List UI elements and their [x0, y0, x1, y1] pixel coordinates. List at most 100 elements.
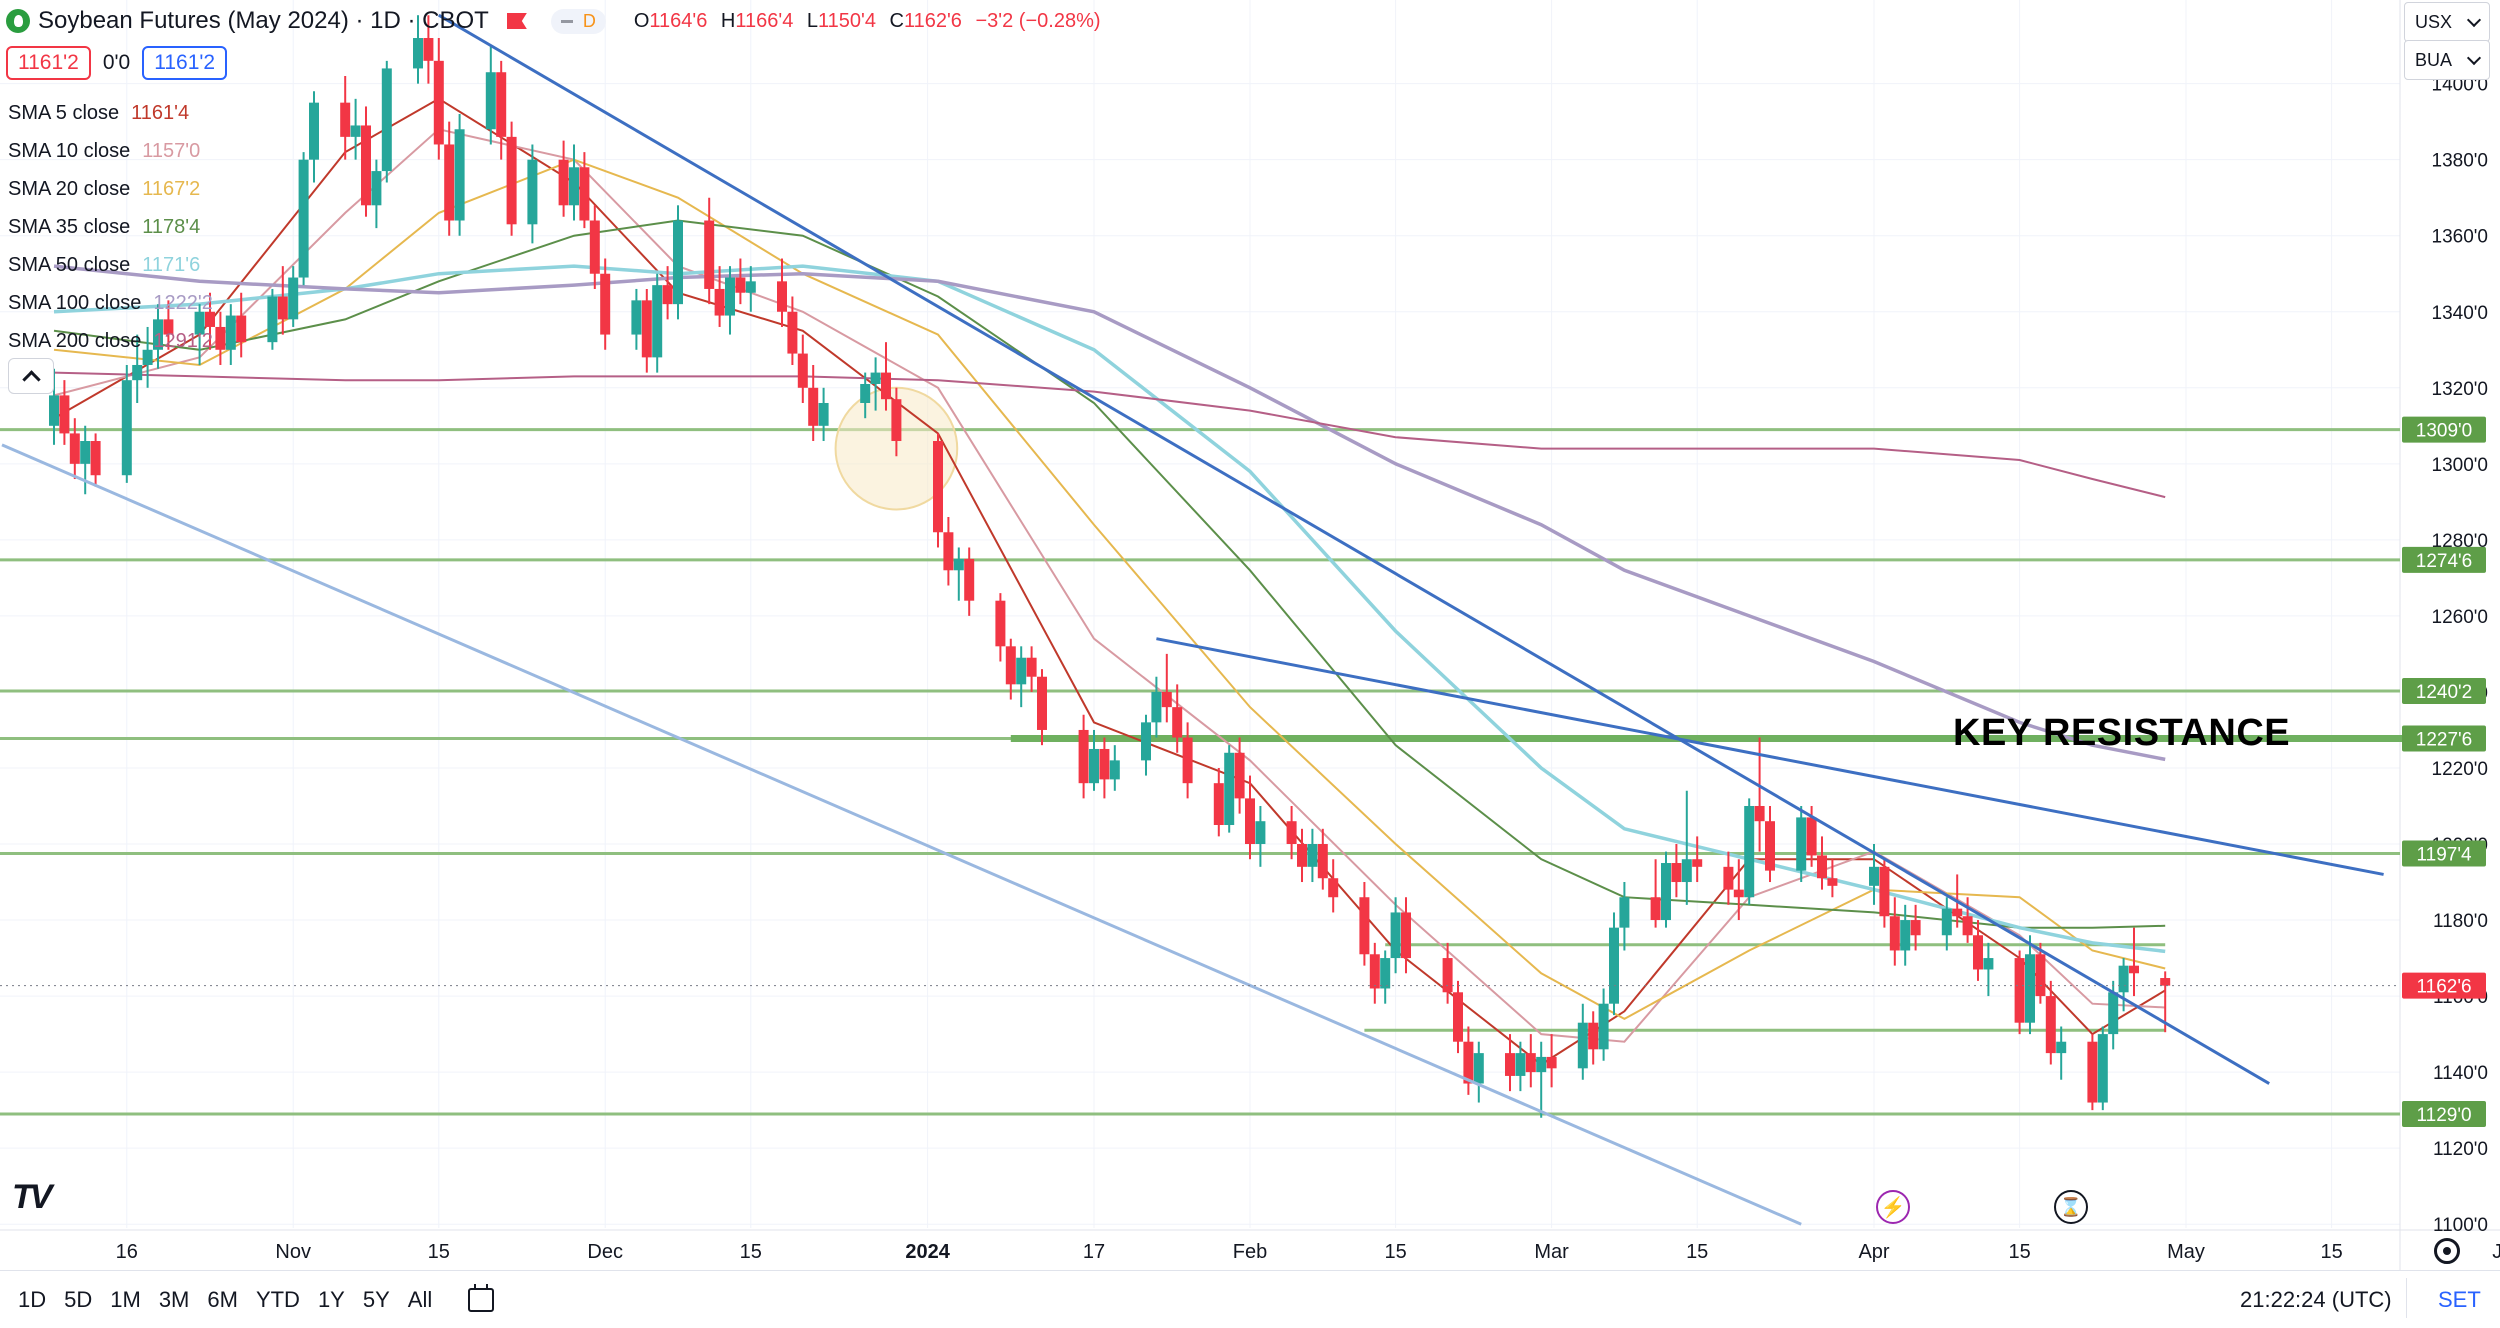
candle-body[interactable]	[1234, 752, 1245, 799]
timeframe-button[interactable]: 5Y	[362, 1286, 390, 1312]
candle-body[interactable]	[1941, 908, 1952, 936]
candle-body[interactable]	[1307, 844, 1318, 867]
candle-body[interactable]	[881, 372, 891, 400]
timeframe-button[interactable]: YTD	[255, 1286, 300, 1312]
candle-body[interactable]	[1037, 676, 1047, 730]
candle-body[interactable]	[1609, 927, 1619, 1004]
timeframe-button[interactable]: All	[407, 1286, 433, 1312]
candle-body[interactable]	[662, 285, 673, 305]
candle-body[interactable]	[704, 220, 715, 289]
interval-pill[interactable]: D	[550, 8, 606, 34]
candle-body[interactable]	[59, 395, 70, 434]
candle-body[interactable]	[641, 300, 652, 358]
candle-body[interactable]	[527, 159, 538, 225]
collapse-legend-button[interactable]	[8, 358, 54, 394]
session-button[interactable]: SET	[2438, 1286, 2481, 1312]
candle-body[interactable]	[808, 387, 819, 426]
candle-body[interactable]	[1723, 866, 1734, 890]
timeframe-button[interactable]: 1D	[18, 1286, 47, 1312]
candle-body[interactable]	[1817, 855, 1827, 879]
candle-body[interactable]	[423, 38, 434, 61]
candle-body[interactable]	[1983, 958, 1994, 970]
trendline[interactable]	[1, 443, 1802, 1226]
timeframe-button[interactable]: 1Y	[317, 1286, 345, 1312]
candle-body[interactable]	[1453, 992, 1463, 1042]
candle-body[interactable]	[1317, 844, 1328, 879]
candle-body[interactable]	[1650, 897, 1661, 921]
bolt-icon[interactable]: ⚡	[1876, 1190, 1910, 1224]
candle-body[interactable]	[1141, 722, 1151, 761]
candle-body[interactable]	[142, 349, 153, 365]
candle-body[interactable]	[1900, 920, 1911, 951]
flag-icon[interactable]	[506, 13, 527, 29]
candle-body[interactable]	[1733, 889, 1744, 898]
candle-body[interactable]	[2129, 965, 2139, 974]
candle-body[interactable]	[1754, 805, 1765, 822]
candle-body[interactable]	[153, 319, 163, 350]
candle-body[interactable]	[1765, 821, 1775, 871]
candle-body[interactable]	[298, 159, 309, 278]
candle-body[interactable]	[1182, 737, 1193, 784]
legend-row[interactable]: SMA 10 close 1157'0	[8, 132, 213, 170]
candle-body[interactable]	[1889, 916, 1900, 951]
candle-body[interactable]	[1515, 1053, 1526, 1076]
candle-body[interactable]	[673, 220, 683, 305]
candle-body[interactable]	[1463, 1041, 1474, 1084]
candle-body[interactable]	[1172, 707, 1183, 738]
candle-body[interactable]	[1796, 817, 1807, 871]
candle-body[interactable]	[569, 167, 579, 206]
candle-body[interactable]	[1213, 783, 1224, 826]
sma-line[interactable]	[53, 219, 2166, 929]
timeframe-button[interactable]: 3M	[158, 1286, 190, 1312]
candle-body[interactable]	[1328, 878, 1339, 898]
candle-body[interactable]	[745, 281, 756, 293]
candle-body[interactable]	[2056, 1041, 2067, 1054]
candle-body[interactable]	[413, 38, 423, 69]
candle-body[interactable]	[49, 395, 59, 426]
candle-body[interactable]	[1879, 866, 1890, 917]
candle-body[interactable]	[1109, 760, 1120, 780]
symbol-title[interactable]: Soybean Futures (May 2024) · 1D · CBOT	[38, 7, 489, 34]
sma-line[interactable]	[53, 264, 2166, 762]
legend-row[interactable]: SMA 35 close 1178'4	[8, 208, 213, 246]
legend-row[interactable]: SMA 20 close 1167'2	[8, 170, 213, 208]
candle-body[interactable]	[2118, 965, 2129, 993]
currency-select[interactable]: USX	[2404, 2, 2490, 42]
candle-body[interactable]	[215, 326, 226, 350]
candle-body[interactable]	[1869, 866, 1879, 886]
candle-body[interactable]	[1005, 646, 1016, 685]
candle-body[interactable]	[1588, 1022, 1599, 1050]
candle-body[interactable]	[236, 315, 247, 343]
candle-body[interactable]	[1681, 859, 1692, 883]
candle-body[interactable]	[891, 399, 902, 442]
sma-line[interactable]	[53, 128, 2166, 1043]
candle-body[interactable]	[1078, 729, 1089, 784]
candle-body[interactable]	[1671, 863, 1682, 883]
candle-body[interactable]	[1473, 1053, 1484, 1084]
candle-body[interactable]	[1806, 817, 1817, 856]
candle-body[interactable]	[1692, 859, 1703, 867]
candle-body[interactable]	[589, 220, 600, 274]
candle-body[interactable]	[1151, 691, 1162, 723]
candle-body[interactable]	[1910, 920, 1921, 936]
candle-body[interactable]	[1619, 897, 1630, 928]
candle-body[interactable]	[1245, 798, 1255, 845]
candle-body[interactable]	[381, 68, 392, 172]
candle-body[interactable]	[933, 441, 943, 533]
candle-body[interactable]	[1973, 935, 1983, 970]
candle-body[interactable]	[870, 372, 881, 384]
legend-row[interactable]: SMA 200 close 1291'2	[8, 322, 213, 360]
candle-body[interactable]	[579, 167, 590, 221]
timeframe-button[interactable]: 5D	[64, 1286, 93, 1312]
candle-body[interactable]	[454, 129, 465, 221]
unit-select[interactable]: BUA	[2404, 40, 2490, 80]
candle-body[interactable]	[2035, 954, 2046, 997]
candle-body[interactable]	[163, 319, 174, 335]
timeframe-button[interactable]: 6M	[207, 1286, 238, 1312]
price-scale[interactable]	[2400, 0, 2500, 1270]
candle-body[interactable]	[1744, 805, 1755, 898]
candle-body[interactable]	[121, 380, 132, 476]
candle-body[interactable]	[797, 353, 808, 388]
candle-body[interactable]	[1359, 897, 1370, 955]
candle-body[interactable]	[506, 136, 517, 225]
